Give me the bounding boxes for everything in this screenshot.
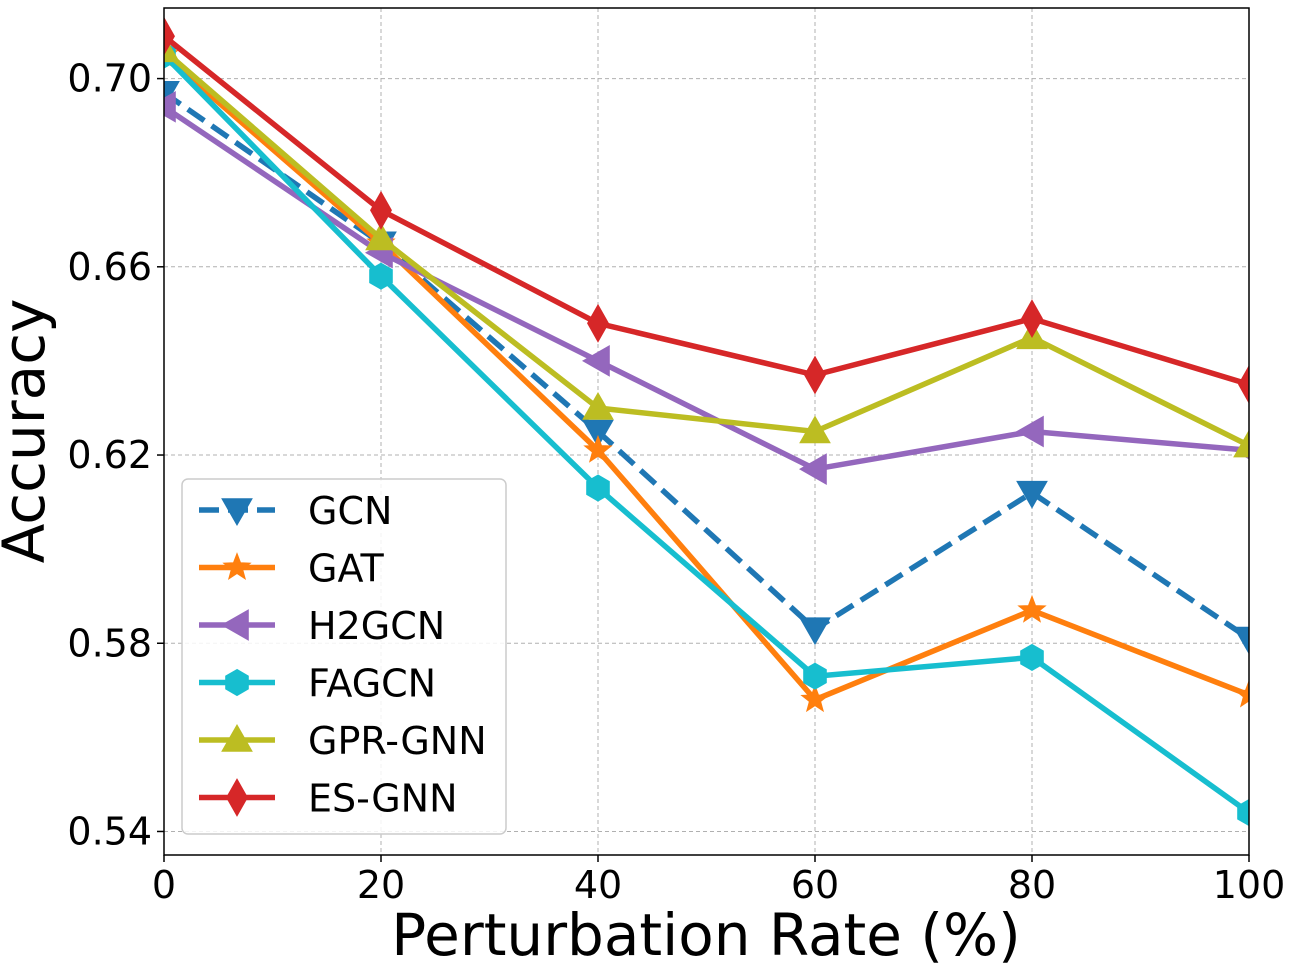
data-point-gcn [799,617,831,646]
x-tick-label: 20 [357,863,405,907]
y-tick-label: 0.54 [67,809,152,853]
legend-marker [222,552,252,580]
data-point-h2gcn [1015,415,1044,448]
legend-marker [220,609,249,641]
x-tick-label: 100 [1213,863,1286,907]
plot-frame [163,7,1250,856]
series-line-gcn [164,90,1249,641]
x-tick-label: 80 [1008,863,1056,907]
legend-marker [221,498,253,527]
legend: GCN GAT H2GCN FAGCN GPR-GNN ES-GNN [181,478,507,835]
legend-marker [225,668,249,697]
data-point-gpr-gnn [582,391,614,420]
data-point-gpr-gnn [1233,429,1249,458]
data-point-fagcn [586,474,610,502]
data-point-es-gnn [164,16,175,56]
series-line-es-gnn [164,34,1249,388]
legend-item: GAT [199,547,384,591]
data-point-es-gnn [804,355,826,395]
x-tick-label: 60 [791,863,839,907]
data-point-fagcn [1020,643,1044,671]
x-axis-title: Perturbation Rate (%) [391,901,1020,964]
legend-label: GCN [308,489,392,533]
data-point-h2gcn [164,90,176,123]
data-point-gcn [1016,480,1048,509]
series-es-gnn [164,16,1249,404]
legend-item: FAGCN [199,662,436,706]
data-point-fagcn [803,662,827,690]
x-tick-label: 40 [574,863,622,907]
series-line-gpr-gnn [164,48,1249,449]
legend-marker [226,778,248,817]
legend-label: GPR-GNN [308,719,487,763]
data-point-es-gnn [1238,364,1249,404]
legend-label: FAGCN [308,662,436,706]
axis-ticks: 0 20 40 60 80 100 0.54 0.58 0.62 0.66 0.70 [67,57,1285,907]
data-point-es-gnn [587,303,609,343]
series-gpr-gnn [164,34,1249,458]
legend-item: GPR-GNN [199,719,487,763]
series-line-h2gcn [164,104,1249,472]
x-tick-label: 0 [152,863,176,907]
data-point-gat [800,684,830,713]
legend-label: GAT [308,547,384,591]
legend-label: ES-GNN [308,777,458,821]
series-h2gcn [164,90,1249,485]
data-point-gat [1234,679,1249,708]
data-point-es-gnn [370,190,392,230]
data-point-fagcn [369,262,393,290]
data-point-h2gcn [798,453,827,485]
legend-item: H2GCN [199,604,445,648]
series-layer [164,16,1249,827]
y-axis-title: Accuracy [0,299,58,564]
series-line-gat [164,53,1249,703]
data-point-gcn [582,419,614,448]
legend-label: H2GCN [308,604,445,648]
series-line-fagcn [164,53,1249,815]
y-tick-label: 0.66 [67,245,152,289]
legend-marker [221,723,253,752]
y-tick-label: 0.58 [67,621,152,665]
data-point-fagcn [1237,799,1249,827]
data-point-es-gnn [1021,299,1043,339]
data-point-gpr-gnn [365,222,397,251]
y-tick-label: 0.62 [67,433,152,477]
data-point-gcn [1233,626,1249,655]
data-point-gat [1017,594,1047,623]
data-point-gpr-gnn [799,415,831,444]
data-point-gat [583,434,613,463]
y-tick-label: 0.70 [67,57,152,101]
legend-item: GCN [199,489,392,533]
data-point-h2gcn [581,345,610,377]
legend-item: ES-GNN [199,777,458,821]
